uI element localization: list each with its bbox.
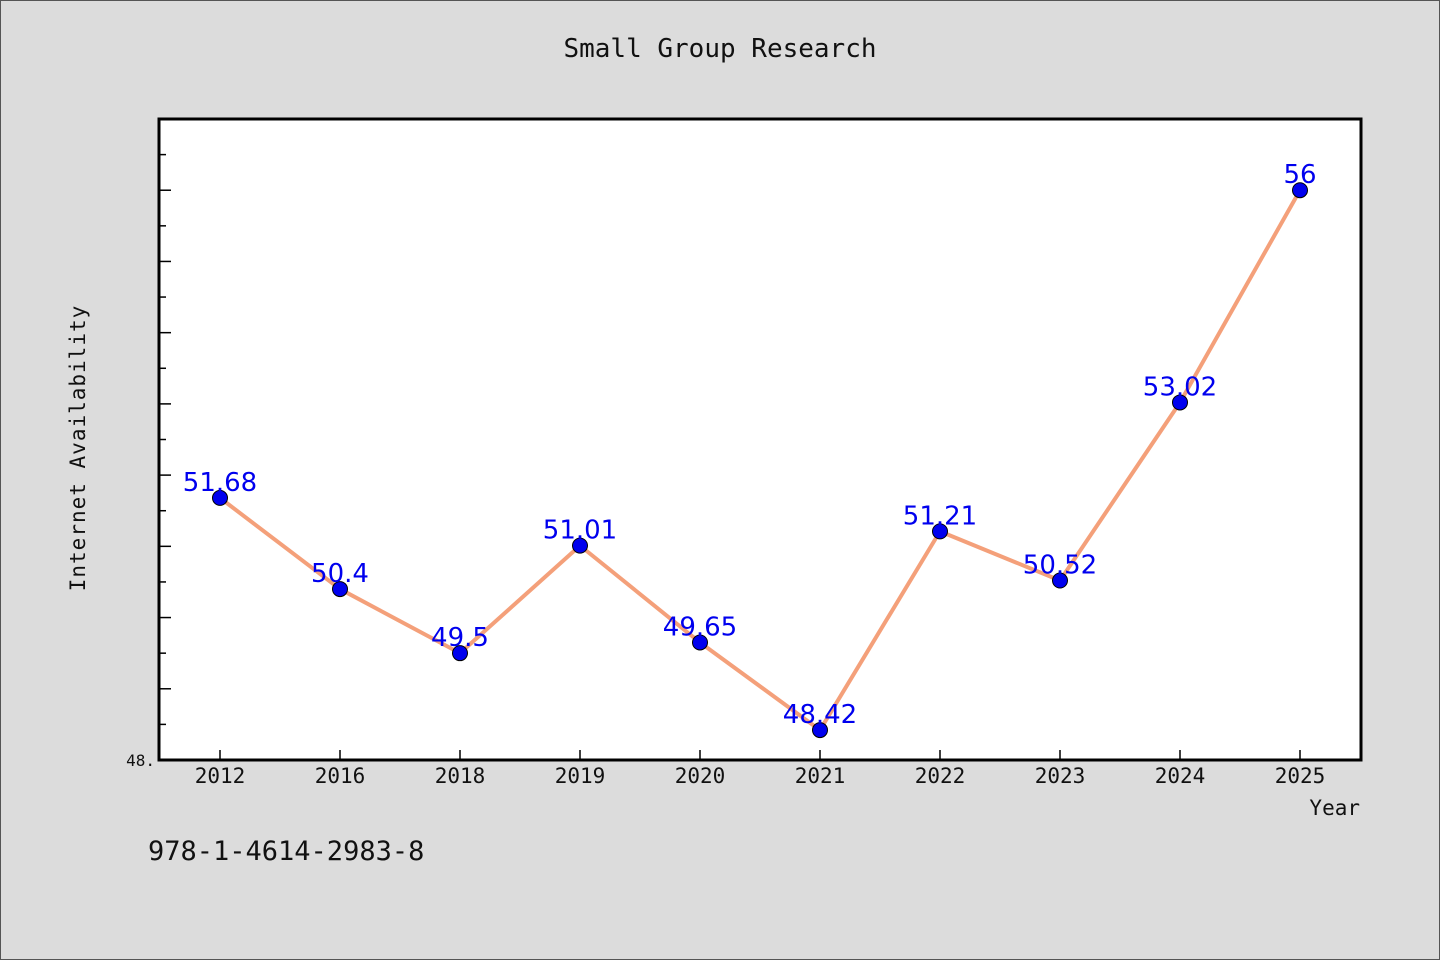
data-point <box>1052 572 1068 589</box>
x-tick-label: 2016 <box>315 764 366 788</box>
x-tick-label: 2020 <box>675 764 726 788</box>
isbn-footer: 978-1-4614-2983-8 <box>148 836 425 867</box>
y-tick-label: 48. <box>126 751 155 770</box>
data-label: 48.42 <box>783 700 857 730</box>
x-tick-label: 2023 <box>1035 764 1086 788</box>
x-tick-label: 2018 <box>435 764 486 788</box>
data-label: 49.65 <box>663 612 737 642</box>
x-tick-label: 2021 <box>795 764 846 788</box>
data-label: 50.52 <box>1023 551 1097 581</box>
data-point <box>932 523 948 540</box>
plot-area <box>157 117 1363 762</box>
data-point <box>1172 394 1188 411</box>
chart-title: Small Group Research <box>563 34 877 64</box>
data-point <box>812 722 828 739</box>
x-axis-ticks: 2012 2016 2018 2019 2020 2021 2022 2023 2024 2025 <box>195 750 1326 788</box>
x-tick-label: 2019 <box>555 764 606 788</box>
data-label: 51.01 <box>543 516 617 546</box>
data-point <box>452 645 468 662</box>
x-tick-label: 2025 <box>1275 764 1326 788</box>
x-tick-label: 2012 <box>195 764 246 788</box>
y-axis-ticks: 48. <box>126 118 171 770</box>
data-label: 51.68 <box>183 468 257 498</box>
data-point <box>692 634 708 651</box>
data-series: 51.68 50.4 49.5 51.01 49.65 48.42 51.21 50.52 53… <box>183 160 1317 739</box>
data-point <box>212 489 228 506</box>
data-label: 56 <box>1283 160 1316 190</box>
data-point <box>332 581 348 598</box>
data-point <box>1292 182 1308 199</box>
x-axis-label: Year <box>1309 796 1360 820</box>
x-tick-label: 2024 <box>1155 764 1206 788</box>
data-label: 53.02 <box>1143 372 1217 402</box>
x-tick-label: 2022 <box>915 764 966 788</box>
series-line <box>218 189 1302 733</box>
data-label: 51.21 <box>903 501 977 531</box>
data-label: 49.5 <box>431 623 489 653</box>
data-point <box>572 537 588 554</box>
data-label: 50.4 <box>311 559 369 589</box>
